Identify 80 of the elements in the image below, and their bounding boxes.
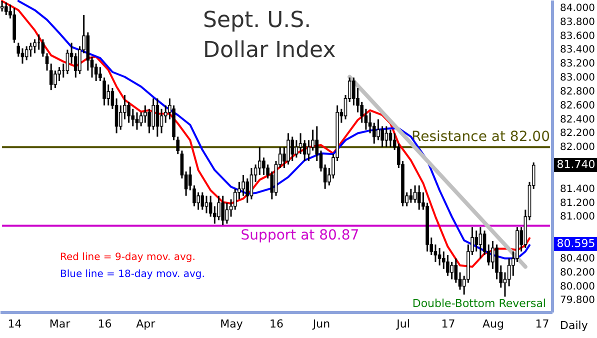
y-tick-label: 83.800 [560,16,595,28]
ref-line-label: Resistance at 82.00 [412,129,550,146]
y-tick-label: 80.000 [560,281,595,292]
candlestick [156,98,160,138]
candlestick [24,46,28,61]
candlestick [106,84,110,106]
candlestick [139,112,143,128]
x-tick-label: Jul [396,318,410,330]
candlestick [438,247,442,266]
x-tick-label: 16 [98,318,112,330]
y-tick-label: 82.000 [560,142,595,154]
candlestick [491,240,494,270]
y-tick-label: 83.200 [560,58,595,70]
candlestick [474,230,478,252]
candlestick [507,258,511,288]
candlestick [221,195,224,226]
candlestick [200,192,204,210]
candlestick [413,184,417,204]
candlestick [384,126,388,148]
candlestick [148,108,151,134]
y-tick-label: 80.400 [560,253,595,264]
candlestick [446,254,450,277]
candlestick [290,136,294,162]
ref-line-label: Support at 80.87 [240,228,360,244]
candlestick [144,104,147,124]
candlestick [376,118,380,141]
y-tick-label: 82.600 [560,100,595,112]
text: Blue line = 18-day mov. avg. [60,269,205,280]
candlestick [217,195,220,221]
x-tick-label: 14 [8,318,22,330]
x-tick-label: 17 [441,318,456,330]
y-tick-label: 81.200 [560,198,595,209]
y-tick-label: 83.400 [560,44,595,56]
candlestick [160,108,164,134]
y-tick-label: 81.000 [560,212,595,223]
candlestick [33,38,36,54]
y-tick-label: 82.800 [560,86,595,98]
x-tick-label: 17 [535,318,550,330]
candlestick [364,108,368,130]
candlestick [450,261,454,280]
x-tick-label: Apr [136,318,156,330]
y-tick-label: 81.400 [560,184,595,195]
candlestick [242,174,245,197]
candlestick [196,192,200,210]
text: Red line = 9-day mov. avg. [60,252,196,263]
y-tick-label: 83.000 [560,72,595,84]
annotation: Double-Bottom Reversal [412,297,546,310]
y-tick-label: 80.200 [560,267,595,278]
y-tick-label: 82.400 [560,114,595,126]
candlestick [286,132,290,166]
candlestick [250,167,254,200]
text: 81.740 [556,158,596,171]
x-tick-label: Jun [312,318,330,330]
candlestick [225,202,229,224]
text: 80.595 [556,237,596,250]
candlestick [54,70,57,89]
candlestick [66,48,70,75]
x-tick-label: 16 [270,318,284,330]
candlestick [294,139,298,158]
x-axis-title: Daily [560,319,588,332]
candlestick [478,226,482,260]
candlestick [4,2,8,16]
candlestick [262,156,266,176]
candlestick [388,128,392,148]
candlestick [152,98,155,130]
y-tick-label: 84.000 [560,3,595,14]
x-tick-label: Aug [482,318,504,330]
text: Sept. U.S. Dollar Index [203,8,336,63]
x-tick-label: May [220,318,244,330]
candlestick [434,244,438,263]
candlestick [246,178,250,204]
candlestick [41,38,45,58]
candlestick [29,42,32,58]
y-tick-label: 79.800 [560,295,595,306]
candlestick [208,195,212,218]
candlestick [454,258,458,284]
y-tick-label: 82.200 [560,128,595,140]
x-tick-label: Mar [49,318,71,330]
candlestick [417,184,421,210]
y-tick-label: 83.600 [560,30,595,42]
